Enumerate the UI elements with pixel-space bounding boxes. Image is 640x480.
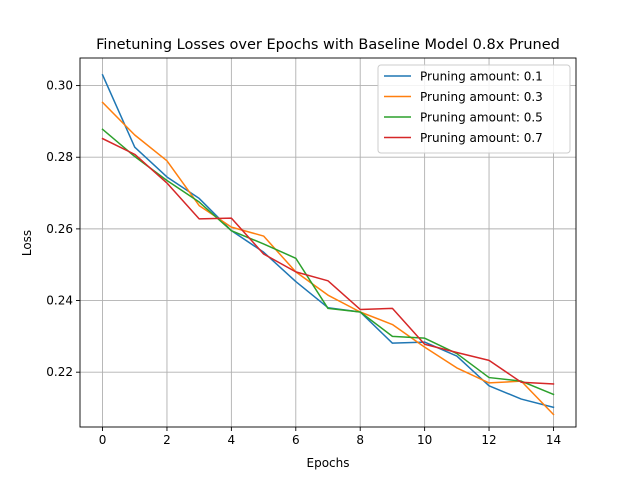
y-tick-label: 0.22: [46, 365, 73, 379]
y-tick-label: 0.24: [46, 294, 73, 308]
x-tick-label: 6: [292, 433, 300, 447]
legend-label-3: Pruning amount: 0.7: [420, 131, 543, 145]
y-tick-label: 0.30: [46, 79, 73, 93]
x-axis-label: Epochs: [307, 456, 350, 470]
series-lines: [101, 73, 555, 416]
legend-label-1: Pruning amount: 0.3: [420, 90, 543, 104]
y-axis-label: Loss: [20, 230, 34, 256]
chart-title: Finetuning Losses over Epochs with Basel…: [96, 37, 560, 53]
legend: Pruning amount: 0.1 Pruning amount: 0.3 Pr…: [377, 64, 571, 154]
y-tick-label: 0.26: [46, 222, 73, 236]
legend-label-2: Pruning amount: 0.5: [420, 111, 543, 125]
plot-frame: [79, 57, 577, 428]
y-tick-label: 0.28: [46, 150, 73, 164]
x-tick-label: 12: [481, 433, 496, 447]
x-tick-label: 10: [417, 433, 432, 447]
series-line-3: [101, 137, 555, 385]
series-line-2: [101, 128, 555, 396]
x-tick-label: 0: [99, 433, 107, 447]
x-tick-label: 2: [163, 433, 171, 447]
legend-label-0: Pruning amount: 0.1: [420, 70, 543, 84]
x-tick-label: 8: [356, 433, 364, 447]
x-tick-label: 14: [546, 433, 561, 447]
axis-ticks: 0 2 4 6 8 10 12 14 0.22 0.24 0.26 0.28 0.30: [46, 79, 561, 447]
series-line-1: [101, 101, 555, 416]
x-tick-label: 4: [228, 433, 236, 447]
legend-box: [377, 64, 571, 154]
